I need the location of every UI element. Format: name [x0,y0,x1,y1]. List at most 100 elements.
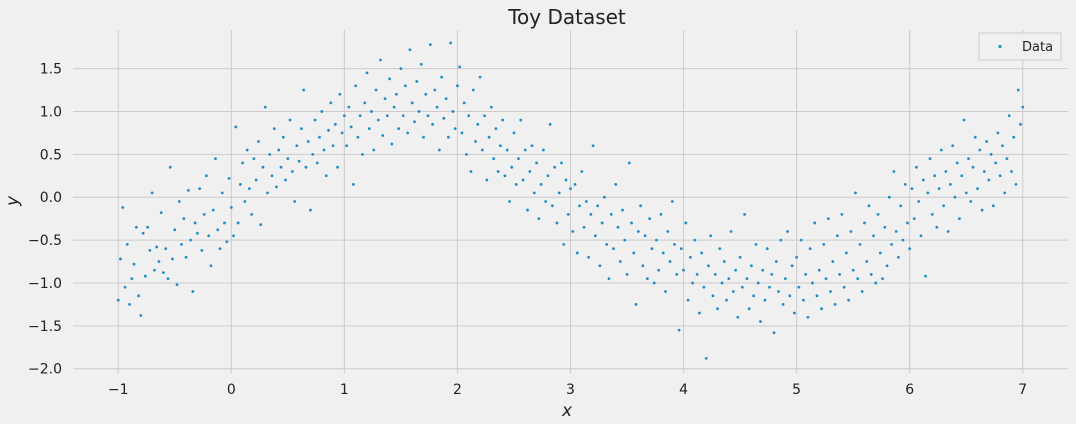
data-point [333,122,337,126]
data-point [666,230,670,233]
data-point [324,174,328,178]
data-point [209,264,213,268]
data-point [211,208,215,212]
data-point [885,264,889,268]
data-point [722,260,726,263]
data-point [372,148,376,152]
data-point [205,174,208,178]
data-point [899,204,903,208]
data-point [415,80,419,83]
data-point [184,255,188,259]
data-point [951,144,955,148]
data-point [381,134,385,137]
data-point [874,281,878,285]
data-point [153,268,156,272]
data-point [365,71,369,75]
data-point [449,41,453,45]
data-point [650,247,654,251]
data-point [302,88,306,92]
data-point [519,118,523,122]
data-point [130,277,134,281]
data-point [1010,170,1013,173]
x-tick-label: 3 [566,382,575,398]
grid [73,30,1068,373]
data-point [435,105,439,109]
data-point [444,97,448,100]
data-point [220,191,224,195]
data-point [437,148,441,152]
data-point [453,127,457,131]
data-point [829,290,832,293]
data-point [489,105,493,109]
data-point [180,242,183,246]
data-point [557,191,561,195]
data-point [609,212,613,216]
data-point [652,281,656,285]
data-point [897,255,900,259]
y-tick-label: 0.5 [40,147,62,163]
data-point [150,191,154,195]
data-point [711,294,715,298]
data-point [501,118,505,122]
data-point [254,178,258,182]
data-point [496,170,500,173]
data-point [824,277,828,281]
data-point [277,148,281,152]
data-point [745,277,749,281]
data-point [625,272,629,276]
data-point [270,174,274,178]
y-tick-label: 1.5 [40,62,62,78]
data-points [116,41,1025,360]
data-point [433,88,437,92]
data-point [207,234,211,238]
data-point [928,157,932,161]
data-point [835,234,839,238]
data-point [639,204,642,208]
data-point [593,234,597,238]
data-point [718,247,722,251]
data-point [933,174,936,178]
data-point [765,247,769,251]
data-point [860,290,864,293]
data-point [612,247,615,251]
data-point [162,271,165,275]
data-point [532,191,536,195]
data-point [460,131,464,135]
data-point [300,127,303,131]
data-point [991,204,995,208]
data-point [820,307,823,311]
data-point [431,122,434,126]
data-point [573,182,577,186]
data-point [1005,157,1009,161]
data-point [1016,88,1020,92]
data-point [915,165,918,169]
data-point [887,195,891,199]
data-point [465,152,468,156]
data-point [408,48,412,52]
data-point [598,264,602,268]
data-point [471,88,475,92]
data-point [119,257,122,261]
data-point [259,223,263,227]
data-point [428,43,432,46]
data-point [664,290,667,293]
data-point [146,225,150,229]
data-point [367,127,371,131]
data-point [881,277,884,281]
data-point [788,294,792,298]
data-point [953,195,957,199]
data-point [792,311,796,315]
data-point [698,311,701,315]
y-tick-label: −1.5 [28,319,62,335]
data-point [831,260,835,263]
data-point [410,101,414,105]
data-point [1007,114,1011,118]
data-point [921,178,925,182]
data-point [910,187,914,191]
data-point [684,221,688,225]
data-point [383,97,387,100]
data-point [485,178,489,182]
data-point [238,182,242,186]
data-point [551,204,554,208]
data-point [143,274,147,278]
